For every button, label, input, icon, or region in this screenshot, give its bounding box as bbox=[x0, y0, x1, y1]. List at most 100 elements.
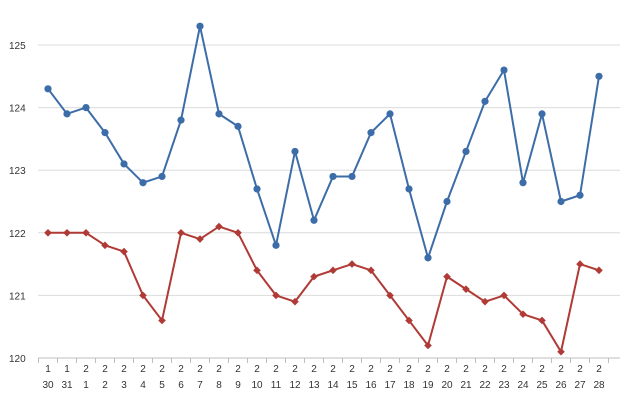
data-point bbox=[329, 172, 337, 181]
x-tick-label: 2 bbox=[178, 364, 184, 375]
data-point bbox=[500, 66, 508, 74]
data-point bbox=[44, 229, 52, 237]
data-point bbox=[63, 110, 71, 118]
x-tick-label: 2 bbox=[197, 364, 203, 375]
data-point bbox=[272, 241, 280, 249]
x-tick-label: 23 bbox=[498, 380, 510, 391]
x-tick-label: 2 bbox=[83, 364, 89, 375]
x-tick-label: 10 bbox=[251, 380, 263, 391]
x-tick-label: 22 bbox=[479, 380, 491, 391]
x-tick-label: 2 bbox=[577, 364, 583, 375]
data-point bbox=[215, 222, 223, 231]
data-point bbox=[424, 341, 432, 350]
data-point bbox=[595, 72, 603, 80]
x-tick-label: 13 bbox=[308, 380, 320, 391]
x-tick-label: 27 bbox=[574, 380, 586, 391]
y-tick-label: 125 bbox=[9, 41, 26, 52]
data-point bbox=[234, 122, 242, 130]
x-tick-label: 30 bbox=[42, 380, 54, 391]
data-point bbox=[101, 241, 109, 250]
data-point bbox=[234, 229, 242, 237]
x-tick-label: 2 bbox=[102, 364, 108, 375]
data-point bbox=[196, 22, 204, 30]
x-tick-label: 1 bbox=[45, 364, 51, 375]
x-tick-label: 2 bbox=[349, 364, 355, 375]
x-tick-label: 3 bbox=[121, 380, 127, 391]
data-point bbox=[348, 260, 356, 268]
x-tick-label: 2 bbox=[558, 364, 564, 375]
data-point bbox=[177, 229, 185, 237]
x-tick-label: 2 bbox=[330, 364, 336, 375]
y-tick-label: 122 bbox=[9, 229, 26, 240]
data-point bbox=[538, 316, 546, 325]
data-point bbox=[500, 291, 508, 300]
x-tick-label: 5 bbox=[159, 380, 165, 391]
data-point bbox=[519, 310, 527, 318]
series-line-1 bbox=[47, 25, 600, 259]
y-tick-label: 121 bbox=[9, 291, 26, 302]
data-point bbox=[196, 235, 204, 243]
x-tick-label: 14 bbox=[327, 380, 339, 391]
y-tick-label: 124 bbox=[9, 104, 26, 115]
data-point bbox=[120, 160, 128, 168]
grid-lines bbox=[38, 44, 620, 296]
data-point bbox=[63, 229, 71, 237]
x-tick-label: 11 bbox=[271, 380, 282, 391]
data-point bbox=[557, 197, 565, 206]
x-tick-label: 2 bbox=[121, 364, 127, 375]
data-point bbox=[367, 129, 375, 137]
x-tick-label: 2 bbox=[216, 364, 222, 375]
x-axis: 1301312122232425262728292102112122132142… bbox=[38, 357, 620, 391]
data-point bbox=[139, 179, 147, 187]
x-tick-label: 6 bbox=[178, 380, 184, 391]
x-tick-label: 31 bbox=[61, 380, 73, 391]
y-tick-label: 120 bbox=[9, 354, 26, 365]
x-tick-label: 2 bbox=[292, 364, 298, 375]
data-point bbox=[519, 179, 527, 187]
x-tick-label: 28 bbox=[593, 380, 605, 391]
data-point bbox=[253, 185, 261, 193]
x-tick-label: 4 bbox=[140, 380, 146, 391]
data-point bbox=[101, 129, 109, 137]
data-point bbox=[82, 104, 90, 112]
x-tick-label: 2 bbox=[102, 380, 108, 391]
data-point bbox=[481, 297, 489, 306]
data-point bbox=[291, 147, 299, 156]
x-tick-label: 2 bbox=[387, 364, 393, 375]
x-tick-label: 21 bbox=[460, 380, 472, 391]
x-tick-label: 2 bbox=[596, 364, 602, 375]
x-tick-label: 2 bbox=[235, 364, 241, 375]
data-point bbox=[215, 110, 223, 118]
x-tick-label: 2 bbox=[539, 364, 545, 375]
data-point bbox=[329, 266, 337, 275]
series-line-2 bbox=[48, 225, 600, 353]
y-tick-label: 123 bbox=[9, 166, 26, 177]
x-tick-label: 9 bbox=[235, 380, 241, 391]
data-point bbox=[443, 272, 451, 281]
data-point bbox=[386, 291, 394, 300]
x-tick-label: 1 bbox=[64, 364, 70, 375]
x-tick-label: 2 bbox=[463, 364, 469, 375]
x-tick-label: 26 bbox=[555, 380, 567, 391]
data-point bbox=[462, 285, 470, 293]
data-point bbox=[253, 266, 261, 275]
x-tick-label: 12 bbox=[289, 380, 301, 391]
data-point bbox=[44, 85, 52, 93]
data-point bbox=[310, 216, 318, 224]
x-tick-label: 2 bbox=[520, 364, 526, 375]
data-point bbox=[272, 291, 280, 300]
data-point bbox=[348, 172, 356, 181]
data-point bbox=[405, 316, 413, 325]
data-point bbox=[595, 266, 603, 275]
x-tick-label: 2 bbox=[444, 364, 450, 375]
data-point bbox=[158, 316, 166, 325]
data-point bbox=[576, 260, 584, 268]
x-tick-label: 2 bbox=[501, 364, 507, 375]
data-point bbox=[481, 97, 489, 105]
data-point bbox=[443, 197, 451, 206]
x-tick-label: 19 bbox=[422, 380, 434, 391]
x-tick-label: 2 bbox=[368, 364, 374, 375]
x-tick-label: 24 bbox=[517, 380, 529, 391]
x-tick-label: 20 bbox=[441, 380, 453, 391]
